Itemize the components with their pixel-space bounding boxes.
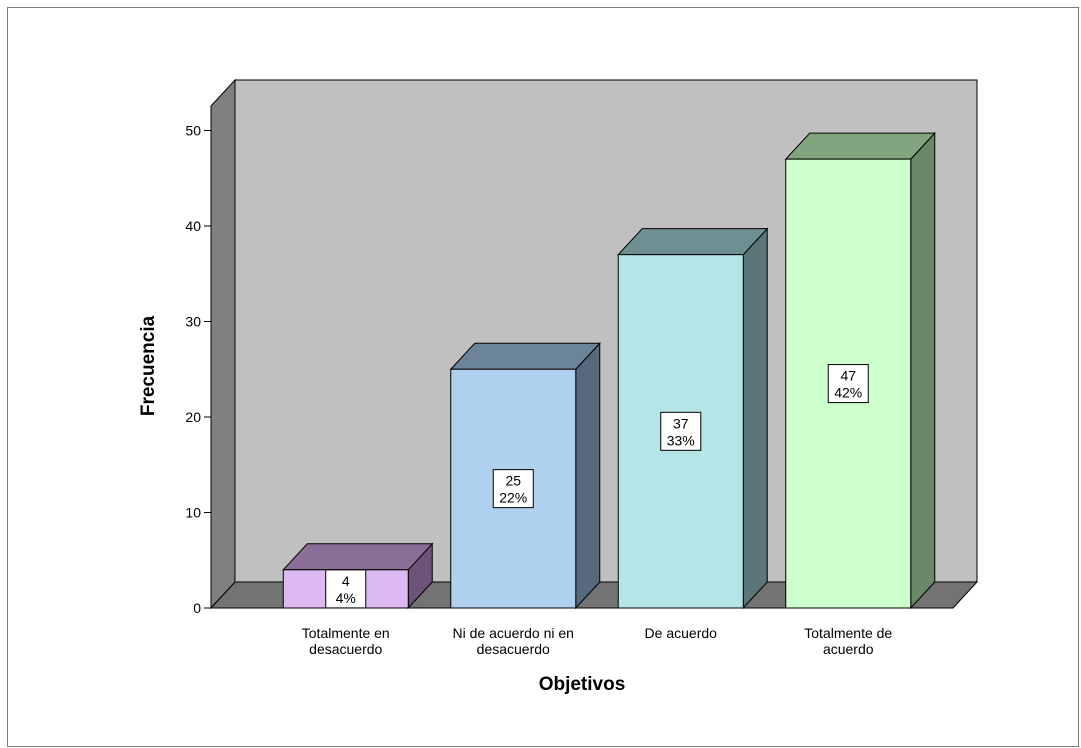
- data-label-percent: 4%: [336, 590, 356, 606]
- data-label-box: [827, 364, 869, 404]
- y-axis-title: Frecuencia: [138, 315, 159, 416]
- data-label-percent: 42%: [834, 385, 862, 401]
- y-axis: 0 10 20 30 40 50: [185, 123, 211, 616]
- data-label-box: [492, 469, 534, 509]
- data-label-box: [325, 569, 367, 609]
- x-tick-label: desacuerdo: [309, 641, 382, 657]
- data-label-count: 4: [342, 573, 350, 589]
- x-tick-label: Totalmente de: [804, 625, 892, 641]
- x-axis-title: Objetivos: [539, 674, 626, 695]
- bar-side: [910, 131, 936, 610]
- left-wall: [210, 78, 236, 610]
- data-label-percent: 22%: [499, 490, 527, 506]
- bar-top: [449, 342, 601, 370]
- chart-frame: 0 10 20 30 40 50 4 4% 25 22% 37 33% 47 42% Totalment…: [7, 7, 1079, 747]
- x-tick-label: acuerdo: [823, 641, 874, 657]
- data-label-count: 47: [840, 368, 856, 384]
- bar-group: 44%: [282, 542, 434, 610]
- x-tick-label: Totalmente en: [302, 625, 390, 641]
- bar-top: [617, 228, 769, 256]
- x-tick-label: De acuerdo: [645, 625, 718, 641]
- y-tick-label: 20: [185, 409, 201, 425]
- bar-side: [742, 227, 768, 610]
- y-tick-label: 10: [185, 505, 201, 521]
- y-tick-label: 50: [185, 123, 201, 139]
- data-label-count: 37: [673, 415, 689, 431]
- x-tick-label: Ni de acuerdo ni en: [453, 625, 574, 641]
- data-label: 44%: [325, 569, 367, 609]
- data-label-percent: 33%: [667, 432, 695, 448]
- bar-top: [282, 543, 434, 571]
- x-tick-label: desacuerdo: [477, 641, 550, 657]
- bar-side: [575, 341, 601, 610]
- bar-top: [784, 132, 936, 160]
- y-tick-label: 30: [185, 314, 201, 330]
- y-tick-label: 40: [185, 218, 201, 234]
- data-label-count: 25: [505, 473, 521, 489]
- data-label-box: [660, 411, 702, 451]
- y-tick-label: 0: [193, 600, 201, 616]
